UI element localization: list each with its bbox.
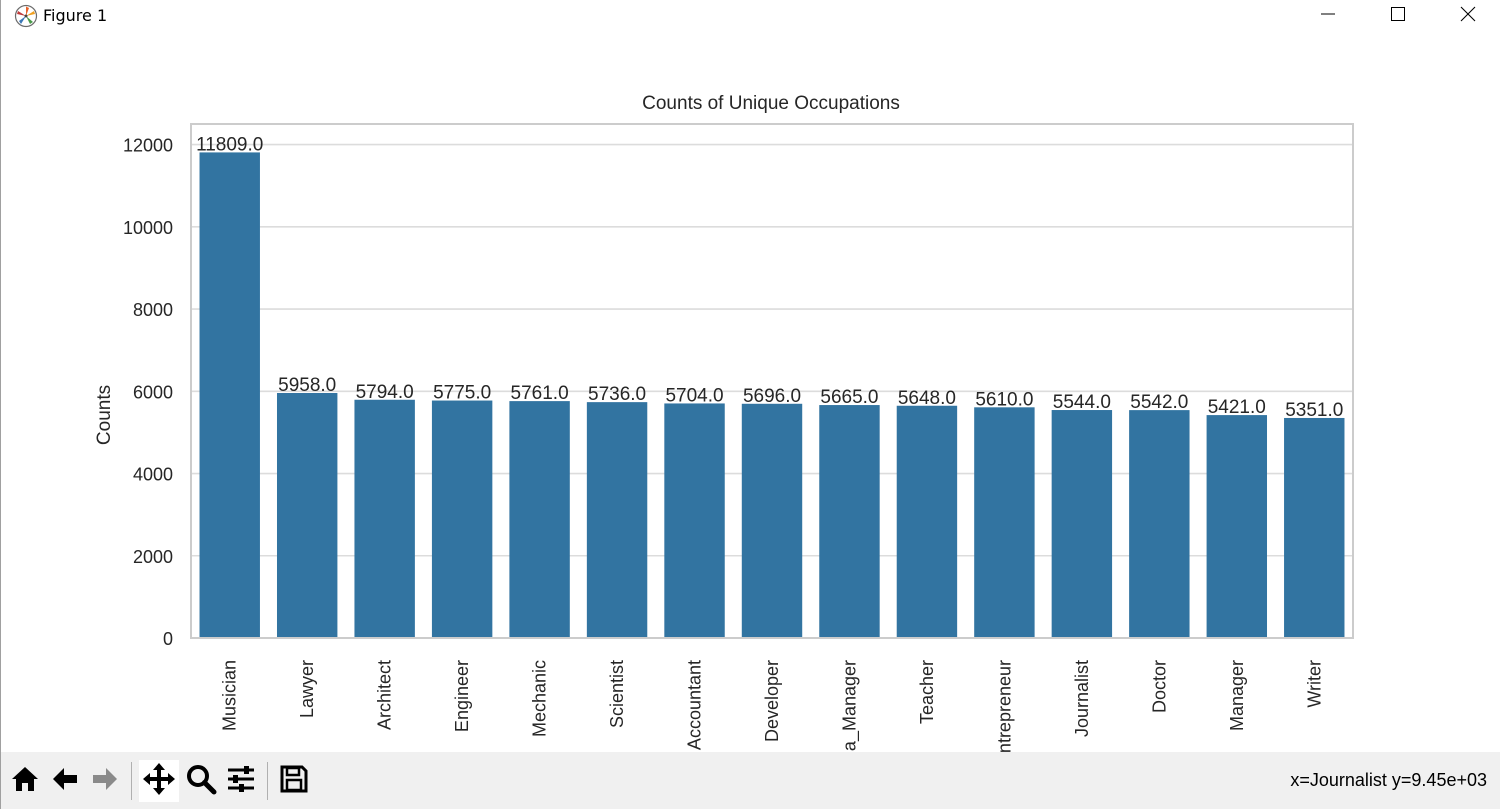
x-tick-label: Developer [762,660,782,742]
bar [431,400,493,638]
pan-button[interactable] [139,760,179,802]
bar [664,403,725,638]
x-tick-label: Doctor [1149,660,1169,713]
figure-canvas[interactable]: 11809.0 5958.0 5794.0 5775.0 5761.0 5736.0 570… [1,32,1500,752]
y-tick-label: 6000 [133,382,173,402]
chart-title: Counts of Unique Occupations [642,93,900,114]
bar [741,403,803,638]
configure-subplots-icon [225,763,257,799]
matplotlib-icon [14,4,38,28]
toolbar-separator [131,762,132,800]
bar-value-label: 5421.0 [1208,397,1266,418]
bar-value-label: 5958.0 [278,375,336,396]
bar [1206,415,1268,638]
minimize-button[interactable] [1293,0,1363,32]
save-floppy-icon [279,764,309,798]
minimize-icon [1320,6,1336,26]
bar-value-label: 5351.0 [1285,400,1343,421]
toolbar-separator [267,762,268,800]
bar [1051,410,1113,638]
x-tick-label: Media_Manager [839,660,860,752]
bar [276,393,338,638]
x-tick-label: Mechanic [530,660,550,737]
forward-button[interactable] [85,760,125,802]
bar [509,401,570,638]
bar [819,405,880,638]
bar-chart: 11809.0 5958.0 5794.0 5775.0 5761.0 5736.0 570… [94,93,1354,752]
y-tick-label: 12000 [123,136,173,156]
back-arrow-icon [50,764,80,798]
bar-value-label: 5736.0 [588,384,646,405]
x-tick-label: Writer [1304,660,1324,708]
back-button[interactable] [45,760,85,802]
x-tick-label: Engineer [452,660,472,732]
x-tick-label: Musician [220,660,240,731]
coordinate-readout: x=Journalist y=9.45e+03 [1290,770,1487,790]
bar-value-label: 5775.0 [433,383,491,404]
maximize-icon [1390,6,1406,26]
bar-value-label: 5544.0 [1053,392,1111,413]
y-tick-label: 8000 [133,300,173,320]
close-button[interactable] [1433,0,1500,32]
forward-arrow-icon [90,764,120,798]
x-tick-label: Teacher [917,660,937,724]
navigation-toolbar: x=Journalist y=9.45e+03 [1,752,1500,809]
x-tick-label: Scientist [607,660,627,728]
close-icon [1460,6,1476,26]
bar [586,402,648,638]
maximize-button[interactable] [1363,0,1433,32]
bar [1284,417,1345,638]
save-button[interactable] [274,760,314,802]
x-tick-label: Architect [375,660,395,730]
home-icon [10,764,40,798]
x-tick-label: Journalist [1072,660,1092,737]
bar [199,152,260,638]
x-tick-label: Accountant [685,660,705,750]
y-tick-label: 10000 [123,218,173,238]
y-axis-label: Counts [94,385,115,445]
pan-move-icon [142,762,176,800]
x-tick-label: Entrepreneur [994,660,1014,752]
zoom-button[interactable] [181,760,221,802]
bar-value-label: 5665.0 [820,387,878,408]
zoom-magnifier-icon [185,763,217,799]
bar-value-label: 5794.0 [356,382,414,403]
bar [354,399,415,638]
bar-value-label: 5542.0 [1130,392,1188,413]
bar-value-label: 5648.0 [898,388,956,409]
bar-value-label: 5610.0 [975,389,1033,410]
bar-value-label: 11809.0 [196,134,263,155]
plot-frame [190,123,1354,639]
bar [1129,410,1190,638]
bar-value-label: 5761.0 [511,383,569,404]
home-button[interactable] [5,760,45,802]
configure-subplots-button[interactable] [221,760,261,802]
x-tick-label: Manager [1227,660,1247,731]
title-bar: Figure 1 [1,0,1500,32]
y-tick-label: 4000 [133,465,173,485]
y-tick-label: 0 [163,629,173,649]
window-title: Figure 1 [43,6,108,25]
bar-value-label: 5696.0 [743,386,801,407]
x-tick-label: Lawyer [297,660,317,718]
bar [896,405,958,638]
bar-value-label: 5704.0 [665,385,723,406]
bar [974,407,1035,638]
y-tick-label: 2000 [133,547,173,567]
